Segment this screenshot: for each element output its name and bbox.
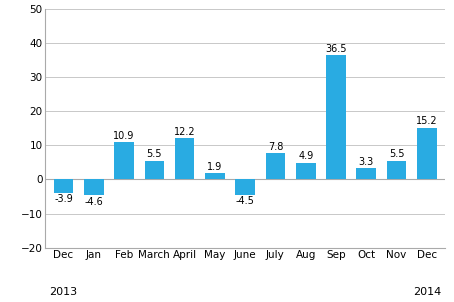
Text: -3.9: -3.9 bbox=[54, 194, 73, 204]
Text: -4.6: -4.6 bbox=[84, 197, 103, 207]
Text: 12.2: 12.2 bbox=[174, 127, 195, 137]
Text: 4.9: 4.9 bbox=[298, 151, 313, 161]
Bar bbox=[356, 168, 376, 179]
Text: 1.9: 1.9 bbox=[207, 162, 222, 172]
Text: 36.5: 36.5 bbox=[325, 44, 347, 54]
Bar bbox=[326, 55, 346, 179]
Text: 2013: 2013 bbox=[49, 287, 78, 297]
Text: 7.8: 7.8 bbox=[268, 142, 283, 152]
Text: 5.5: 5.5 bbox=[147, 149, 162, 159]
Bar bbox=[387, 161, 406, 179]
Text: -4.5: -4.5 bbox=[236, 196, 255, 206]
Bar bbox=[205, 173, 225, 179]
Bar bbox=[296, 163, 316, 179]
Text: 10.9: 10.9 bbox=[114, 131, 135, 141]
Bar bbox=[417, 128, 437, 179]
Bar bbox=[175, 138, 194, 179]
Text: 2014: 2014 bbox=[413, 287, 441, 297]
Bar bbox=[84, 179, 104, 195]
Bar bbox=[235, 179, 255, 195]
Text: 5.5: 5.5 bbox=[389, 149, 404, 159]
Text: 15.2: 15.2 bbox=[416, 116, 438, 126]
Bar bbox=[54, 179, 74, 193]
Bar bbox=[144, 161, 164, 179]
Bar bbox=[266, 153, 285, 179]
Bar bbox=[114, 142, 134, 179]
Text: 3.3: 3.3 bbox=[359, 157, 374, 167]
